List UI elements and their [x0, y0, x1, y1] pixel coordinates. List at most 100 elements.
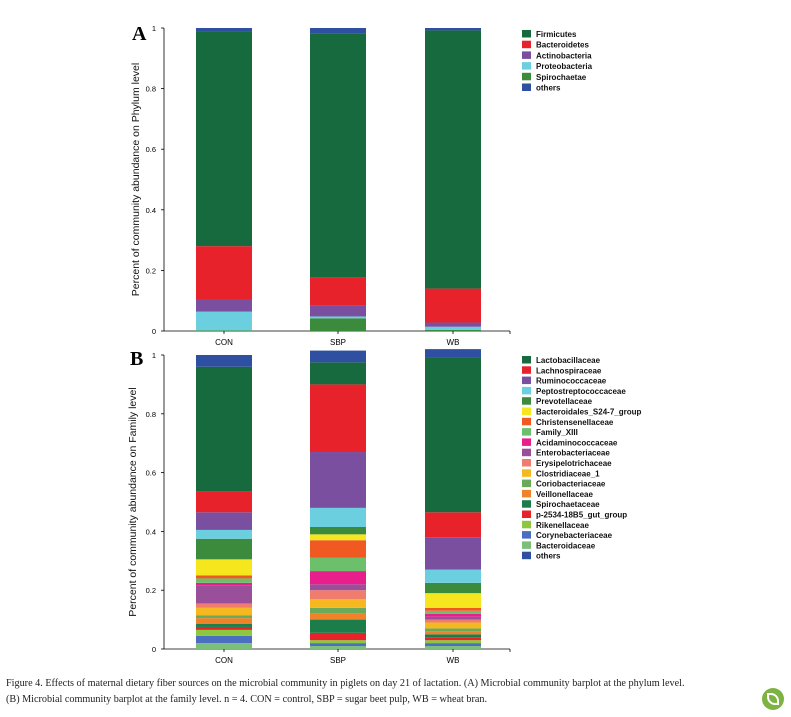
legend-label: Corynebacteriaceae	[536, 531, 613, 540]
x-tick-label: CON	[215, 656, 233, 665]
bar-segment-firmicutes	[310, 33, 366, 278]
bar-segment-firmicutes	[425, 30, 481, 289]
bar-segment-proteobacteria	[425, 326, 481, 330]
legend-label: Family_XIII	[536, 428, 578, 437]
bar-segment-spirochaetae	[196, 330, 252, 331]
bar-segment-others	[425, 28, 481, 31]
bar-segment-erysipelotrichaceae	[425, 619, 481, 623]
y-tick-label: 0.8	[146, 85, 156, 94]
bar-segment-christensenellaceae	[310, 540, 366, 558]
legend-swatch	[522, 459, 531, 467]
legend-swatch	[522, 40, 531, 49]
bar-segment-others	[310, 350, 366, 363]
legend-label: Peptostreptococcaceae	[536, 387, 626, 396]
legend-label: others	[536, 552, 561, 561]
legend-swatch	[522, 51, 531, 59]
caption-line-2: (B) Microbial community barplot at the f…	[6, 694, 488, 705]
bar-segment-clostridiaceae-1	[196, 607, 252, 616]
bar-segment-proteobacteria	[310, 316, 366, 319]
bar-segment-lachnospiraceae	[310, 384, 366, 453]
bar-segment-prevotellaceae	[310, 526, 366, 535]
bar-segment-family-xiii	[196, 578, 252, 583]
bar-segment-spirochaetae	[425, 329, 481, 331]
bar-segment-prevotellaceae	[196, 538, 252, 560]
bar-segment-prevotellaceae	[425, 582, 481, 594]
bar-segment-coriobacteriaceae	[310, 607, 366, 614]
legend-label: Firmicutes	[536, 30, 577, 39]
legend-label: Lachnospiraceae	[536, 366, 602, 375]
legend-label: Coriobacteriaceae	[536, 480, 606, 489]
y-tick-label: 0.6	[146, 469, 156, 478]
bar-segment-firmicutes	[196, 31, 252, 247]
bar-segment-veillonellaceae	[425, 631, 481, 635]
legend-label: Actinobacteria	[536, 51, 592, 60]
y-tick-label: 1	[152, 351, 156, 360]
legend-swatch	[522, 428, 531, 436]
y-tick-label: 0.4	[146, 527, 156, 536]
panel-b: B 0 0.2 0.4 0.6 0.8 1 Percent of community abun…	[127, 348, 641, 665]
bar-segment-bacteroidales-s24-7-group	[425, 593, 481, 608]
bar-segment-bacteroidetes	[196, 246, 252, 300]
legend-swatch	[522, 551, 531, 560]
bar-segment-rikenellaceae	[310, 640, 366, 644]
legend-label: Acidaminococcaceae	[536, 438, 618, 447]
legend-label: Proteobacteria	[536, 62, 593, 71]
legend-label: p-2534-18B5_gut_group	[536, 511, 627, 520]
bar-segment-christensenellaceae	[196, 575, 252, 579]
bar-segment-spirochaetaceae	[310, 619, 366, 633]
legend-swatch	[522, 72, 531, 81]
bar-segment-bacteroidetes	[310, 277, 366, 306]
bar-segment-bacteroidales-s24-7-group	[196, 559, 252, 576]
bar-segment-rikenellaceae	[425, 640, 481, 644]
legend-swatch	[522, 479, 531, 488]
bar-segment-clostridiaceae-1	[310, 599, 366, 608]
legend-label: Clostridiaceae_1	[536, 469, 600, 478]
legend-label: Prevotellaceae	[536, 397, 593, 406]
bar-segment-enterobacteriaceae	[196, 585, 252, 604]
x-tick-label: WB	[447, 338, 460, 347]
legend-swatch	[522, 356, 531, 364]
legend-swatch	[522, 531, 531, 539]
bar-segment-acidaminococcaceae	[425, 613, 481, 617]
legend-swatch	[522, 397, 531, 405]
bar-segment-proteobacteria	[196, 311, 252, 331]
bar-segment-others	[196, 355, 252, 367]
bar-segment-lactobacillaceae	[425, 357, 481, 513]
bar-segment-lachnospiraceae	[196, 491, 252, 513]
legend-label: Spirochaetae	[536, 73, 587, 82]
caption-line-1: Figure 4. Effects of maternal dietary fi…	[6, 678, 685, 689]
legend-swatch	[522, 510, 531, 518]
legend-swatch	[522, 407, 531, 415]
legend-swatch	[522, 500, 531, 508]
bar-segment-ruminococcaceae	[425, 537, 481, 570]
bar-segment-bacteroidales-s24-7-group	[310, 534, 366, 541]
bar-segment-coriobacteriaceae	[425, 628, 481, 632]
bar-segment-clostridiaceae-1	[425, 622, 481, 629]
bar-segment-corynebacteriaceae	[196, 635, 252, 644]
bar-segment-enterobacteriaceae	[425, 616, 481, 620]
y-axis-label: Percent of community abundance on Family…	[127, 387, 139, 616]
legend-label: Spirochaetaceae	[536, 500, 600, 509]
bar-segment-bacteroidaceae	[425, 646, 481, 649]
bar-segment-others	[310, 28, 366, 34]
bar-segment-p-2534-18b5-gut-group	[196, 626, 252, 630]
bar-segment-spirochaetae	[310, 318, 366, 331]
legend-label: Bacteroidales_S24-7_group	[536, 408, 641, 417]
legend-swatch	[522, 417, 531, 426]
legend-label: Lactobacillaceae	[536, 356, 601, 365]
bar-segment-family-xiii	[310, 557, 366, 572]
bar-segment-lachnospiraceae	[425, 512, 481, 538]
legend-swatch	[522, 448, 531, 457]
bar-segment-acidaminococcaceae	[310, 571, 366, 585]
bar-segment-coriobacteriaceae	[196, 615, 252, 619]
bar-segment-bacteroidaceae	[196, 643, 252, 649]
bar-segment-others	[425, 349, 481, 358]
bar-segment-veillonellaceae	[196, 618, 252, 625]
legend-label: Christensenellaceae	[536, 418, 614, 427]
panel-label: B	[130, 348, 143, 370]
x-tick-label: SBP	[330, 656, 346, 665]
bar-segment-bacteroidetes	[425, 288, 481, 323]
legend-swatch	[522, 438, 531, 446]
bar-segment-p-2534-18b5-gut-group	[310, 632, 366, 641]
